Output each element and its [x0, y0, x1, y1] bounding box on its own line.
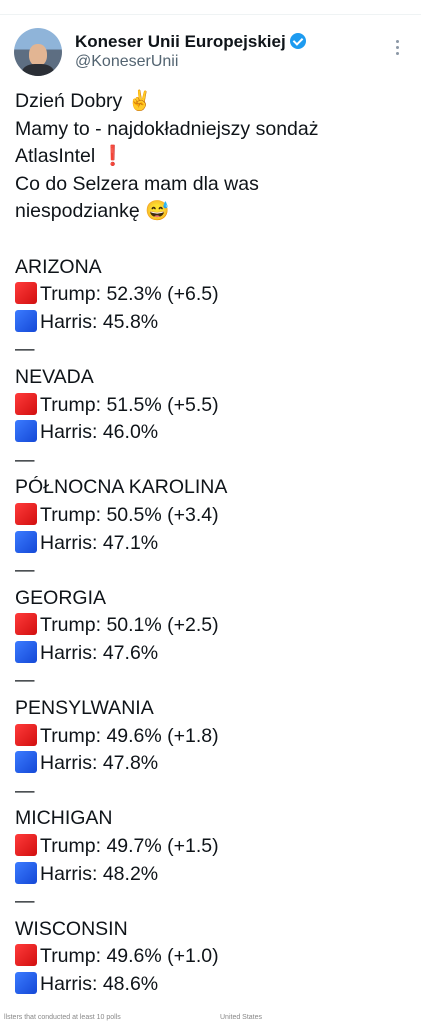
blue-square — [15, 530, 37, 553]
red-square — [15, 392, 37, 415]
trump-text: Trump: 50.5% (+3.4) — [40, 503, 219, 526]
harris-line: Harris: 47.1% — [15, 530, 415, 558]
red-square — [15, 723, 37, 746]
intro-line: Mamy to - najdokładniejszy sondaż — [15, 117, 319, 140]
blue-square — [15, 861, 37, 884]
harris-line: Harris: 45.8% — [15, 309, 415, 337]
blue-square — [15, 972, 37, 994]
state-name: MICHIGAN — [15, 807, 113, 830]
state-name: GEORGIA — [15, 586, 107, 609]
red-square — [15, 502, 37, 525]
trump-line: Trump: 50.5% (+3.4) — [15, 502, 415, 530]
display-name[interactable]: Koneser Unii Europejskiej — [75, 32, 306, 52]
harris-text: Harris: 47.6% — [40, 641, 159, 664]
trump-line: Trump: 49.6% (+1.0) — [15, 943, 415, 971]
trump-line: Trump: 52.3% (+6.5) — [15, 281, 415, 309]
intro-line: AtlasIntel ❗ — [15, 145, 125, 168]
state-name: WISCONSIN — [15, 917, 128, 940]
trump-line: Trump: 50.1% (+2.5) — [15, 612, 415, 640]
separator: — — [15, 890, 35, 913]
separator: — — [15, 779, 35, 802]
harris-text: Harris: 47.1% — [40, 531, 159, 554]
blue-square — [15, 420, 37, 443]
harris-text: Harris: 47.8% — [40, 752, 159, 775]
verified-badge — [289, 33, 306, 49]
trump-text: Trump: 50.1% (+2.5) — [40, 614, 219, 637]
red-square — [15, 613, 37, 636]
intro-line: niespodziankę 😅 — [15, 200, 170, 223]
footer-text: United States — [220, 1014, 263, 1021]
harris-line: Harris: 47.8% — [15, 750, 415, 778]
footer: llsters that conducted at least 10 polls… — [0, 1012, 421, 1024]
trump-text: Trump: 49.7% (+1.5) — [40, 835, 219, 858]
trump-line: Trump: 49.6% (+1.8) — [15, 723, 415, 751]
separator: — — [15, 338, 35, 361]
blue-square — [15, 640, 37, 663]
red-square — [15, 834, 37, 857]
spacer — [15, 226, 415, 254]
more-button[interactable] — [396, 40, 400, 58]
separator: — — [15, 669, 35, 692]
avatar[interactable] — [14, 28, 62, 76]
harris-text: Harris: 48.2% — [40, 862, 159, 885]
separator: — — [15, 559, 35, 582]
blue-square — [15, 751, 37, 774]
intro-line: Dzień Dobry ✌️ — [15, 90, 152, 112]
red-square — [15, 944, 37, 967]
harris-text: Harris: 45.8% — [40, 310, 159, 333]
state-name: PENSYLWANIA — [15, 697, 154, 720]
intro-line: Co do Selzera mam dla was — [15, 172, 259, 195]
trump-text: Trump: 52.3% (+6.5) — [40, 283, 219, 306]
state-name: ARIZONA — [15, 255, 102, 278]
harris-text: Harris: 46.0% — [40, 421, 159, 444]
divider — [0, 14, 421, 15]
red-square — [15, 282, 37, 305]
trump-line: Trump: 49.7% (+1.5) — [15, 833, 415, 861]
trump-line: Trump: 51.5% (+5.5) — [15, 392, 415, 420]
separator: — — [15, 448, 35, 471]
trump-text: Trump: 49.6% (+1.0) — [40, 945, 219, 968]
state-name: NEVADA — [15, 365, 94, 388]
tweet-text: Dzień Dobry ✌️ Mamy to - najdokładniejszy… — [15, 88, 415, 999]
harris-line: Harris: 48.2% — [15, 861, 415, 889]
trump-text: Trump: 49.6% (+1.8) — [40, 724, 219, 747]
harris-line: Harris: 47.6% — [15, 640, 415, 668]
blue-square — [15, 309, 37, 332]
handle[interactable]: @KoneserUnii — [75, 53, 179, 70]
display-name-text[interactable]: Koneser Unii Europejskiej — [75, 32, 286, 51]
harris-text: Harris: 48.6% — [40, 973, 159, 995]
harris-line: Harris: 46.0% — [15, 419, 415, 447]
state-name: PÓŁNOCNA KAROLINA — [15, 476, 228, 499]
footer-text: llsters that conducted at least 10 polls — [4, 1014, 121, 1021]
harris-line: Harris: 48.6% — [15, 971, 415, 999]
trump-text: Trump: 51.5% (+5.5) — [40, 393, 219, 416]
